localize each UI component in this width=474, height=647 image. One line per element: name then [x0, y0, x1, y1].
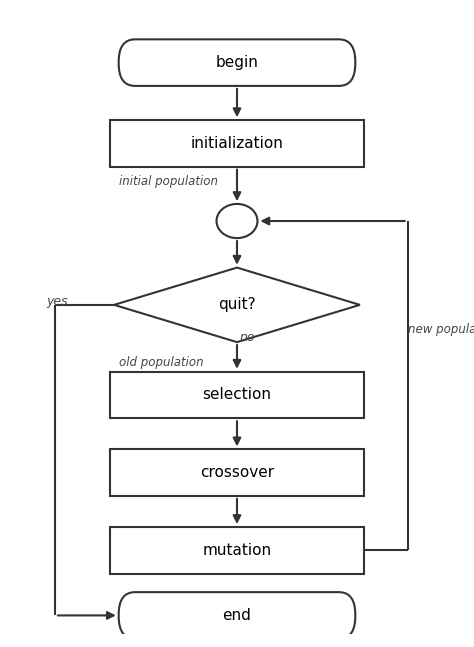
Text: no: no [239, 331, 255, 344]
Text: old population: old population [118, 356, 203, 369]
Bar [109, 371, 365, 418]
Text: begin: begin [216, 55, 258, 70]
Ellipse shape [217, 204, 257, 238]
Text: end: end [223, 608, 251, 623]
Text: yes: yes [46, 295, 67, 308]
Bar [109, 120, 365, 167]
Text: new population: new population [408, 324, 474, 336]
Text: selection: selection [202, 388, 272, 402]
Text: crossover: crossover [200, 465, 274, 480]
FancyBboxPatch shape [118, 39, 356, 86]
FancyBboxPatch shape [118, 592, 356, 639]
Text: initial population: initial population [118, 175, 218, 188]
Polygon shape [114, 268, 360, 342]
Text: mutation: mutation [202, 543, 272, 558]
Text: initialization: initialization [191, 136, 283, 151]
Bar [109, 449, 365, 496]
Bar [109, 527, 365, 573]
Text: quit?: quit? [218, 298, 256, 313]
